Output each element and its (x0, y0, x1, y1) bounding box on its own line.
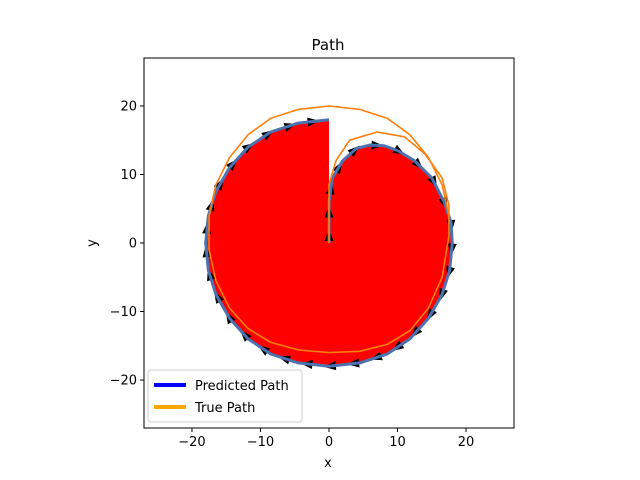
legend-box (147, 369, 303, 423)
legend-label-true: True Path (194, 401, 255, 416)
x-tick-label: −10 (247, 435, 274, 450)
plot-area (202, 105, 457, 371)
y-tick-label: 0 (129, 237, 137, 252)
x-tick-label: 10 (389, 435, 406, 450)
x-axis: −20 −10 0 10 20 (178, 428, 474, 450)
true-path-line (208, 105, 450, 354)
x-tick-label: 0 (325, 435, 333, 450)
y-tick-label: −10 (110, 305, 137, 320)
legend-label-predicted: Predicted Path (195, 379, 289, 394)
y-axis-label: y (85, 239, 100, 247)
x-axis-label: x (324, 456, 332, 471)
x-tick-label: −20 (178, 435, 205, 450)
y-tick-label: −20 (110, 374, 137, 389)
legend: Predicted Path True Path (147, 369, 303, 423)
y-tick-label: 10 (120, 168, 137, 183)
y-axis: −20 −10 0 10 20 (110, 99, 144, 389)
y-tick-label: 20 (120, 99, 137, 114)
x-tick-label: 20 (458, 435, 475, 450)
chart-title: Path (312, 36, 345, 54)
